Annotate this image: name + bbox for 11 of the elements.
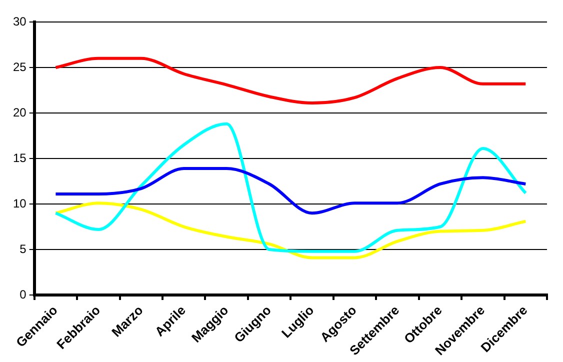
line-series: [54, 167, 528, 215]
y-tick-label: 15: [12, 150, 27, 165]
y-tick-label: 25: [12, 60, 27, 74]
line-series: [54, 122, 528, 253]
y-tick-label: 5: [20, 242, 27, 256]
y-tick-label: 20: [12, 105, 27, 120]
y-tick-label: 0: [20, 287, 27, 302]
y-tick-label: 30: [12, 14, 27, 28]
line-series: [54, 202, 528, 260]
line-series: [54, 56, 528, 104]
y-tick-label: 10: [12, 196, 27, 210]
